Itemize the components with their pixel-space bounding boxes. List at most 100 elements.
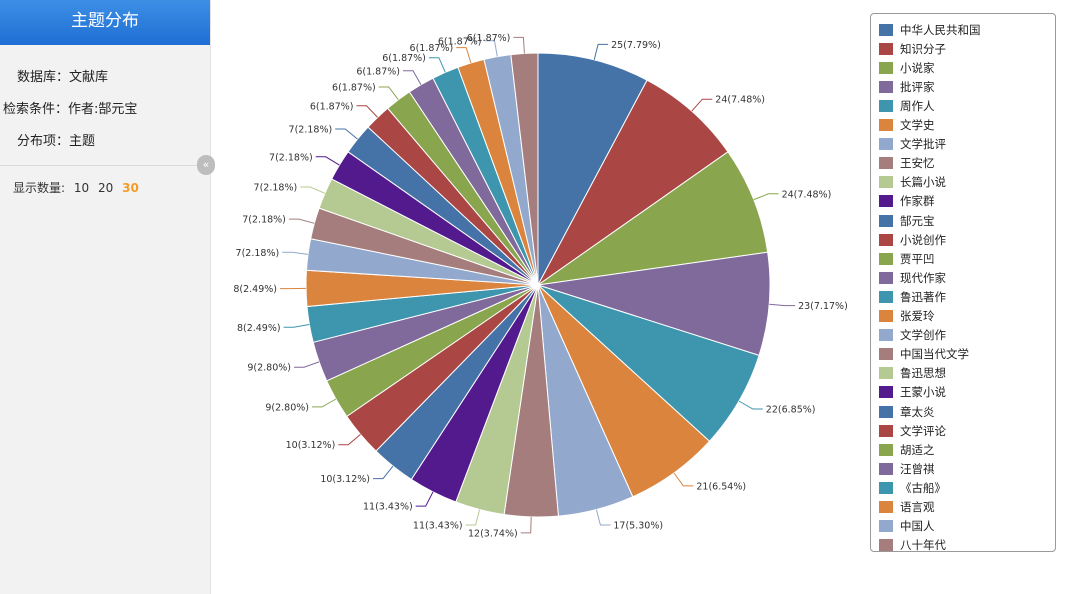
pie-slice[interactable] [510,52,539,286]
data-label: 6(1.87%) [438,36,482,47]
legend-item[interactable]: 《古船》 [879,478,946,497]
legend-label: 周作人 [900,98,935,113]
legend-item[interactable]: 长篇小说 [879,173,946,192]
collapse-panel-button[interactable]: « [197,155,215,175]
legend-swatch [879,61,893,74]
data-label: 23(7.17%) [798,301,848,312]
data-label: 9(2.80%) [247,363,291,374]
legend-label: 王蒙小说 [900,385,946,400]
label-connector [738,400,763,410]
legend-label: 语言观 [900,500,935,514]
pie-slice[interactable] [537,79,729,286]
legend-label: 鲁迅思想 [900,366,946,381]
count-option-30[interactable]: 30 [122,181,139,195]
legend-label: 文学创作 [900,328,946,343]
data-label: 8(2.49%) [233,284,277,295]
label-connector [673,472,694,487]
legend-swatch [879,42,893,55]
data-label: 7(2.18%) [289,125,333,136]
data-label: 22(6.85%) [766,405,816,416]
label-connector [595,509,611,526]
legend-label: 胡适之 [900,442,935,457]
legend-item[interactable]: 文学史 [879,116,935,135]
data-label: 7(2.18%) [236,248,280,259]
double-chevron-left-icon: « [202,158,210,171]
legend-label: 贾平凹 [900,251,935,266]
legend-item[interactable]: 汪曾祺 [879,459,935,478]
legend-item[interactable]: 王蒙小说 [879,383,946,402]
legend-item[interactable]: 知识分子 [879,39,946,58]
legend-label: 文学批评 [900,137,946,152]
legend-label: 知识分子 [900,41,946,56]
legend-swatch [879,99,893,112]
data-label: 24(7.48%) [782,189,832,200]
legend-item[interactable]: 郜元宝 [879,211,935,230]
legend-swatch [879,23,893,36]
label-connector [378,86,399,101]
legend-item[interactable]: 周作人 [879,96,935,115]
legend-swatch [879,310,893,322]
legend-swatch [879,271,893,284]
label-connector [415,491,434,507]
label-connector [356,105,378,118]
legend-item[interactable]: 文学评论 [879,421,946,440]
label-connector [428,57,446,73]
pie-slice[interactable] [537,251,771,357]
display-count-selector: 显示数量: 10 20 30 [13,179,139,196]
legend-item[interactable]: 张爱玲 [879,307,935,326]
count-option-10[interactable]: 10 [73,181,90,195]
legend-item[interactable]: 鲁迅思想 [879,364,946,383]
label-connector [769,303,796,307]
data-label: 6(1.87%) [310,101,354,112]
legend-label: 小说创作 [900,232,946,247]
legend-item[interactable]: 贾平凹 [879,249,935,268]
data-label: 10(3.12%) [320,474,370,485]
legend-item[interactable]: 八十年代 [879,536,946,555]
legend-item[interactable]: 胡适之 [879,440,935,459]
legend-swatch [879,386,893,399]
facet-info: 分布项：主题 [17,134,96,149]
pie-slice[interactable] [537,52,648,286]
legend-item[interactable]: 小说家 [879,58,935,77]
legend-swatch [879,214,893,227]
legend-item[interactable]: 文学创作 [879,326,946,345]
label-connector [593,43,609,61]
legend-item[interactable]: 王安忆 [879,154,935,173]
data-label: 21(6.54%) [696,481,746,492]
legend-label: 作家群 [900,194,935,209]
legend-swatch [879,443,893,456]
legend-item[interactable]: 语言观 [879,498,935,517]
legend-swatch [879,405,893,418]
legend-label: 中国当代文学 [900,347,969,362]
legend-item[interactable]: 文学批评 [879,135,946,154]
legend-item[interactable]: 作家群 [879,192,935,211]
label-connector [373,465,394,480]
panel-title: 主题分布 [0,0,210,45]
legend-item[interactable]: 批评家 [879,77,935,96]
label-connector [312,398,337,408]
legend-label: 章太炎 [900,404,935,419]
legend-label: 八十年代 [900,538,946,553]
legend-item[interactable]: 现代作家 [879,268,946,287]
label-connector [300,186,326,194]
legend-item[interactable]: 鲁迅著作 [879,287,946,306]
pie-slice[interactable] [537,151,769,286]
legend-item[interactable]: 中国人 [879,517,935,536]
label-connector [283,324,310,328]
label-connector [315,156,340,166]
legend-item[interactable]: 章太炎 [879,402,935,421]
count-option-20[interactable]: 20 [97,181,114,195]
label-connector [456,47,472,64]
legend-label: 王安忆 [900,156,935,171]
legend-label: 中华人民共和国 [900,22,981,37]
legend-item[interactable]: 小说创作 [879,230,946,249]
legend-swatch [879,119,893,131]
legend-swatch [879,462,893,475]
chart-legend: 中华人民共和国 知识分子小说家批评家周作人文学史文学批评王安忆长篇小说作家群郜元宝… [870,13,1056,552]
data-label: 7(2.18%) [254,183,298,194]
label-connector [753,193,779,201]
legend-swatch [879,367,893,380]
legend-item[interactable]: 中国当代文学 [879,345,969,364]
legend-item[interactable]: 中华人民共和国 [879,20,981,39]
legend-label: 批评家 [900,79,935,94]
